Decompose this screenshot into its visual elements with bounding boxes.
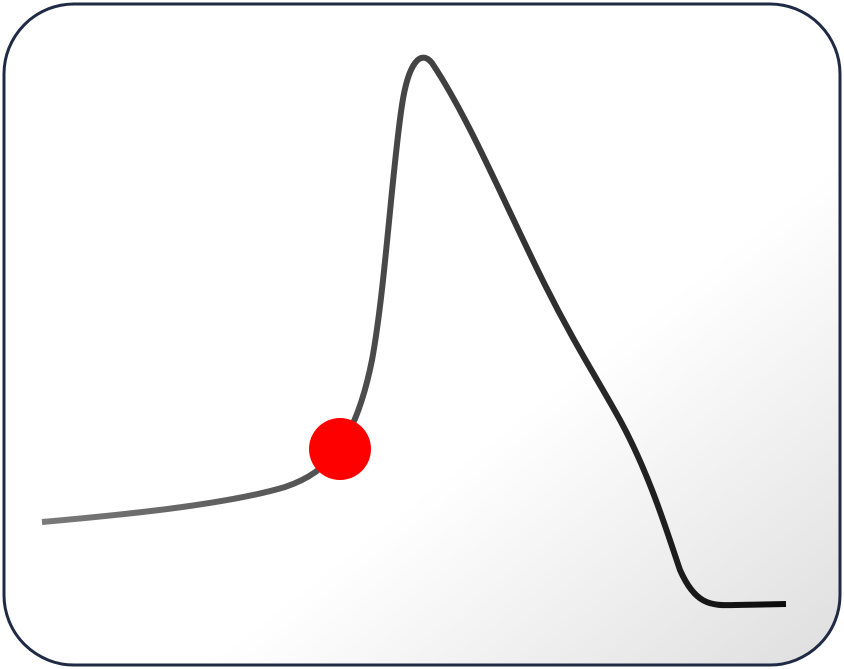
threshold-marker bbox=[309, 418, 371, 480]
waveform-curve bbox=[41, 54, 787, 609]
